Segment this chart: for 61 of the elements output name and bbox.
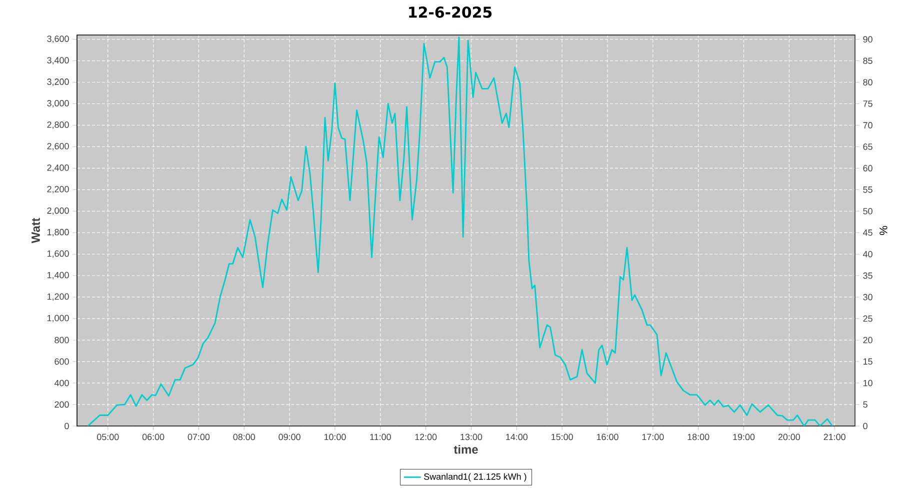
y2-tick-label: 65: [863, 144, 872, 150]
x-tick-label: 07:00: [188, 434, 210, 440]
x-tick-label: 17:00: [642, 434, 664, 440]
x-tick-label: 16:00: [596, 434, 618, 440]
y-tick-label: 2,800: [47, 122, 69, 129]
x-tick-label: 15:00: [552, 434, 573, 440]
y-tick-label: 3,400: [47, 57, 69, 64]
x-tick-label: 13:00: [460, 434, 482, 440]
y2-tick-label: 70: [863, 122, 872, 128]
x-tick-label: 06:00: [142, 434, 164, 440]
x-tick-label: 20:00: [778, 434, 800, 440]
y2-tick-label: 55: [863, 186, 872, 193]
y-tick-label: 200: [54, 401, 69, 408]
y2-tick-label: 40: [862, 250, 872, 258]
x-tick-label: 18:00: [688, 434, 710, 440]
x-tick-label: 05:00: [97, 434, 119, 440]
line-series: [87, 36, 833, 426]
y2-tick-label: 30: [863, 294, 872, 300]
x-tick-label: 12:00: [415, 434, 437, 440]
y-tick-label: 800: [54, 336, 69, 344]
y-tick-label: 3,600: [47, 36, 69, 43]
y-tick-label: 2,600: [47, 143, 69, 150]
y-tick-label: 600: [54, 358, 69, 365]
y-tick-label: 2,200: [47, 186, 69, 194]
y-tick-label: 3,000: [47, 100, 69, 108]
x-axis-title: time: [454, 444, 478, 454]
y-tick-label: 3,200: [47, 78, 69, 86]
y2-tick-label: 35: [863, 272, 872, 279]
x-tick-label: 09:00: [278, 434, 300, 440]
legend-label: Swanland1( 21.125 kWh ): [424, 473, 526, 482]
y2-tick-label: 0: [863, 422, 868, 430]
y2-tick-label: 75: [863, 100, 872, 107]
x-tick-label: 14:00: [506, 434, 528, 440]
y2-tick-label: 90: [863, 36, 872, 42]
y-tick-label: 2,000: [47, 207, 69, 215]
chart-title: 12-6-2025: [409, 6, 492, 18]
y2-tick-label: 50: [863, 208, 872, 214]
y2-tick-label: 15: [863, 358, 872, 365]
y2-axis-title: %: [880, 226, 888, 235]
x-tick-label: 19:00: [733, 434, 755, 440]
x-tick-label: 10:00: [324, 434, 346, 440]
y2-tick-label: 60: [863, 165, 872, 172]
y-tick-label: 1,600: [47, 250, 69, 258]
y2-tick-label: 10: [863, 380, 872, 386]
x-tick-label: 21:00: [824, 434, 846, 440]
y2-tick-label: 20: [863, 336, 872, 344]
y2-tick-label: 25: [863, 315, 872, 322]
y-tick-label: 400: [54, 380, 69, 386]
y-axis-title: Watt: [32, 218, 40, 244]
y-tick-label: 2,400: [47, 164, 69, 172]
y-tick-label: 1,400: [47, 272, 69, 280]
y2-tick-label: 45: [862, 230, 872, 236]
y-tick-label: 0: [64, 422, 69, 430]
y2-tick-label: 85: [863, 58, 872, 64]
x-tick-label: 08:00: [233, 434, 256, 440]
y2-tick-label: 80: [863, 79, 872, 86]
y-tick-label: 1,200: [47, 293, 69, 301]
y-tick-label: 1,800: [47, 228, 69, 236]
y2-tick-label: 5: [863, 401, 868, 408]
x-tick-label: 11:00: [370, 434, 391, 440]
y-tick-label: 1,000: [47, 314, 69, 322]
